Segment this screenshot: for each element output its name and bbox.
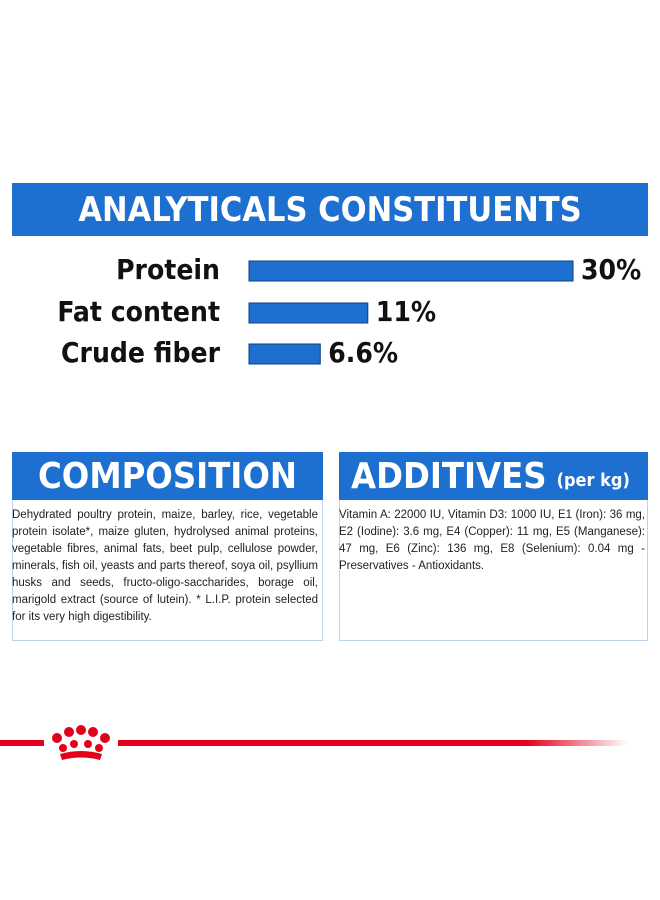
composition-title: COMPOSITION (12, 452, 323, 500)
bar (248, 302, 369, 324)
category-label: Protein (116, 253, 220, 286)
composition-text: Dehydrated poultry protein, maize, barle… (12, 509, 318, 623)
additives-frame (339, 500, 648, 641)
chart-title: ANALYTICALS CONSTITUENTS (12, 183, 648, 236)
chart: Protein 30% Fat content 11% Crude fiber 6.6% (57, 253, 641, 369)
additives-unit: (per kg) (556, 469, 630, 491)
additives-title: ADDITIVES (351, 455, 547, 497)
brand-strip (0, 725, 628, 760)
value-label: 30% (581, 253, 641, 286)
bar (248, 260, 574, 282)
category-label: Crude fiber (61, 336, 221, 369)
composition-frame (12, 500, 323, 641)
category-label: Fat content (57, 295, 220, 328)
value-label: 11% (376, 295, 436, 328)
value-label: 6.6% (328, 336, 398, 369)
additives-header: ADDITIVES (per kg) (339, 452, 648, 500)
crown-logo (52, 725, 110, 760)
additives-text: Vitamin A: 22000 IU, Vitamin D3: 1000 IU… (339, 509, 645, 572)
bar (248, 343, 321, 365)
